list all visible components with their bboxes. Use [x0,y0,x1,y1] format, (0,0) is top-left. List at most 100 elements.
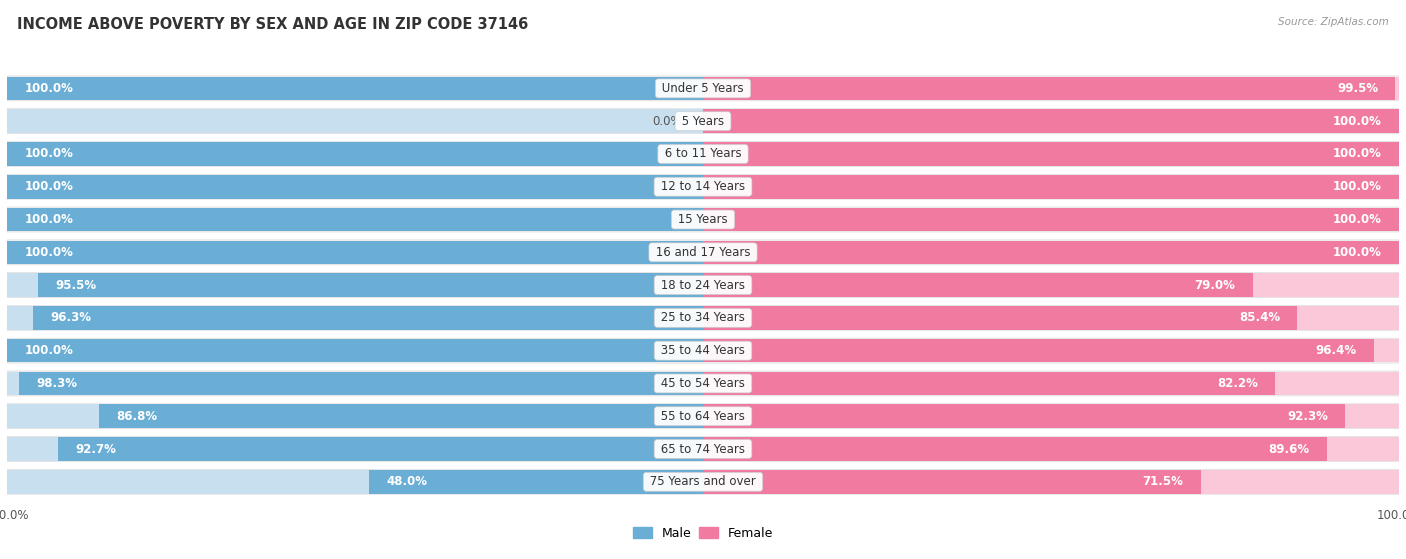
Bar [703,208,1399,231]
Text: 71.5%: 71.5% [1142,475,1184,489]
Text: 89.6%: 89.6% [1268,443,1309,456]
Bar [703,306,1298,330]
FancyBboxPatch shape [7,108,1399,134]
Text: 100.0%: 100.0% [1333,246,1382,259]
Bar [703,273,1399,297]
Bar [703,175,1399,198]
Text: 45 to 54 Years: 45 to 54 Years [657,377,749,390]
FancyBboxPatch shape [7,470,1399,494]
Bar [703,306,1399,330]
FancyBboxPatch shape [7,141,1399,167]
Bar [368,470,703,494]
Bar [7,175,703,198]
Bar [703,339,1374,362]
Text: INCOME ABOVE POVERTY BY SEX AND AGE IN ZIP CODE 37146: INCOME ABOVE POVERTY BY SEX AND AGE IN Z… [17,17,529,32]
Text: 75 Years and over: 75 Years and over [647,475,759,489]
Text: 100.0%: 100.0% [1333,213,1382,226]
Bar [703,208,1399,231]
Bar [7,306,703,330]
Text: 96.4%: 96.4% [1316,344,1357,357]
Bar [7,142,703,166]
FancyBboxPatch shape [7,76,1399,101]
Text: 100.0%: 100.0% [1333,148,1382,160]
Bar [703,470,1399,494]
Bar [703,240,1399,264]
Text: 5 Years: 5 Years [678,115,728,127]
Text: 100.0%: 100.0% [24,213,73,226]
Bar [703,240,1399,264]
Bar [7,77,703,100]
Bar [32,306,703,330]
FancyBboxPatch shape [7,174,1399,199]
Text: 100.0%: 100.0% [24,148,73,160]
Bar [7,339,703,362]
Bar [7,372,703,395]
Bar [18,372,703,395]
Bar [703,110,1399,133]
Bar [703,142,1399,166]
Text: 55 to 64 Years: 55 to 64 Years [657,410,749,423]
Text: 0.0%: 0.0% [652,115,682,127]
Text: 48.0%: 48.0% [387,475,427,489]
Bar [7,110,703,133]
Legend: Male, Female: Male, Female [628,522,778,545]
Text: 92.7%: 92.7% [76,443,117,456]
Bar [7,77,703,100]
Text: 100.0%: 100.0% [24,344,73,357]
Text: 92.3%: 92.3% [1286,410,1329,423]
Bar [7,208,703,231]
Text: 100.0%: 100.0% [1333,115,1382,127]
Bar [703,437,1327,461]
Bar [703,437,1399,461]
Text: 100.0%: 100.0% [24,246,73,259]
Text: 82.2%: 82.2% [1216,377,1258,390]
Bar [703,273,1253,297]
Bar [7,208,703,231]
Text: 79.0%: 79.0% [1195,278,1236,292]
FancyBboxPatch shape [7,371,1399,396]
Bar [7,273,703,297]
Bar [703,470,1201,494]
Bar [7,142,703,166]
Text: 85.4%: 85.4% [1239,311,1279,324]
Text: Source: ZipAtlas.com: Source: ZipAtlas.com [1278,17,1389,27]
Bar [703,404,1399,428]
Text: 100.0%: 100.0% [24,82,73,95]
FancyBboxPatch shape [7,240,1399,265]
Bar [703,110,1399,133]
Text: 16 and 17 Years: 16 and 17 Years [652,246,754,259]
Bar [703,77,1399,100]
Bar [703,372,1275,395]
FancyBboxPatch shape [7,207,1399,232]
Text: 12 to 14 Years: 12 to 14 Years [657,180,749,193]
Text: 98.3%: 98.3% [37,377,77,390]
FancyBboxPatch shape [7,437,1399,462]
Bar [7,339,703,362]
Bar [703,77,1396,100]
Bar [98,404,703,428]
Bar [703,339,1399,362]
Text: 86.8%: 86.8% [117,410,157,423]
Bar [703,404,1346,428]
Text: 100.0%: 100.0% [1333,180,1382,193]
Text: 95.5%: 95.5% [56,278,97,292]
Text: 65 to 74 Years: 65 to 74 Years [657,443,749,456]
Bar [58,437,703,461]
Text: 25 to 34 Years: 25 to 34 Years [657,311,749,324]
FancyBboxPatch shape [7,273,1399,297]
Bar [703,142,1399,166]
Bar [7,240,703,264]
Text: 100.0%: 100.0% [24,180,73,193]
Text: 15 Years: 15 Years [675,213,731,226]
FancyBboxPatch shape [7,338,1399,363]
Bar [38,273,703,297]
FancyBboxPatch shape [7,305,1399,330]
Bar [703,175,1399,198]
Text: Under 5 Years: Under 5 Years [658,82,748,95]
Text: 18 to 24 Years: 18 to 24 Years [657,278,749,292]
Bar [7,404,703,428]
FancyBboxPatch shape [7,404,1399,429]
Bar [7,470,703,494]
Bar [7,437,703,461]
Text: 96.3%: 96.3% [51,311,91,324]
